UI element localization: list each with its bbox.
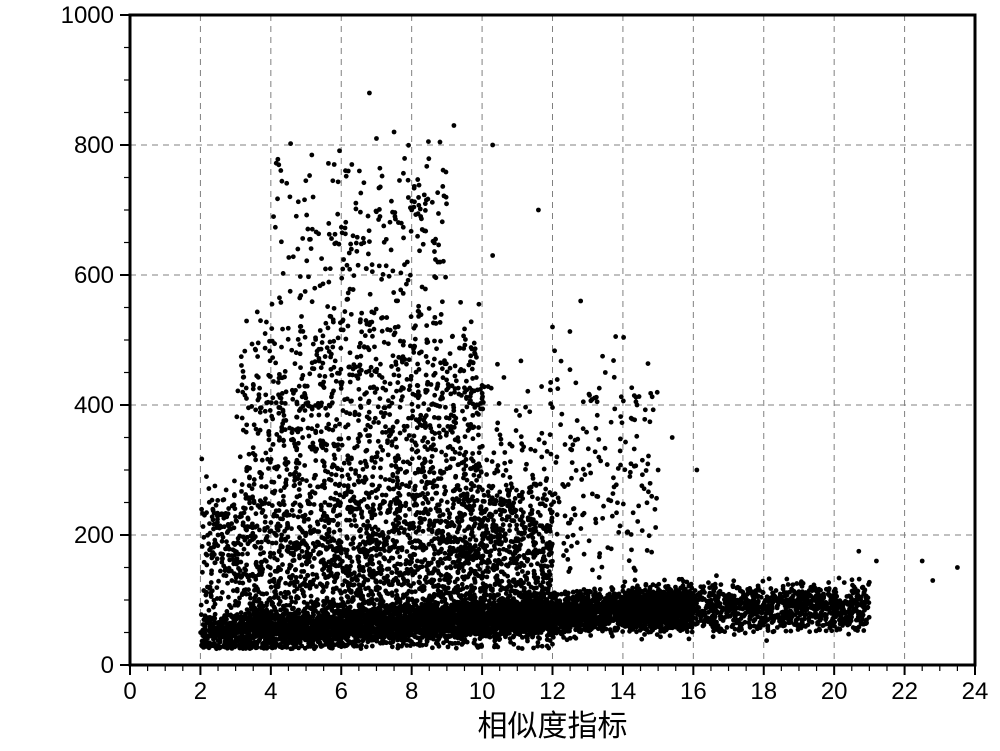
svg-text:800: 800 <box>74 132 114 159</box>
svg-text:200: 200 <box>74 522 114 549</box>
chart-container: 能 量 得 分 02468101214161820222402004006008… <box>0 0 1000 751</box>
svg-text:1000: 1000 <box>61 2 114 29</box>
svg-text:400: 400 <box>74 392 114 419</box>
x-axis-label: 相似度指标 <box>130 701 975 745</box>
scatter-chart: 02468101214161820222402004006008001000 <box>0 0 1000 751</box>
svg-text:0: 0 <box>101 652 114 679</box>
svg-text:600: 600 <box>74 262 114 289</box>
